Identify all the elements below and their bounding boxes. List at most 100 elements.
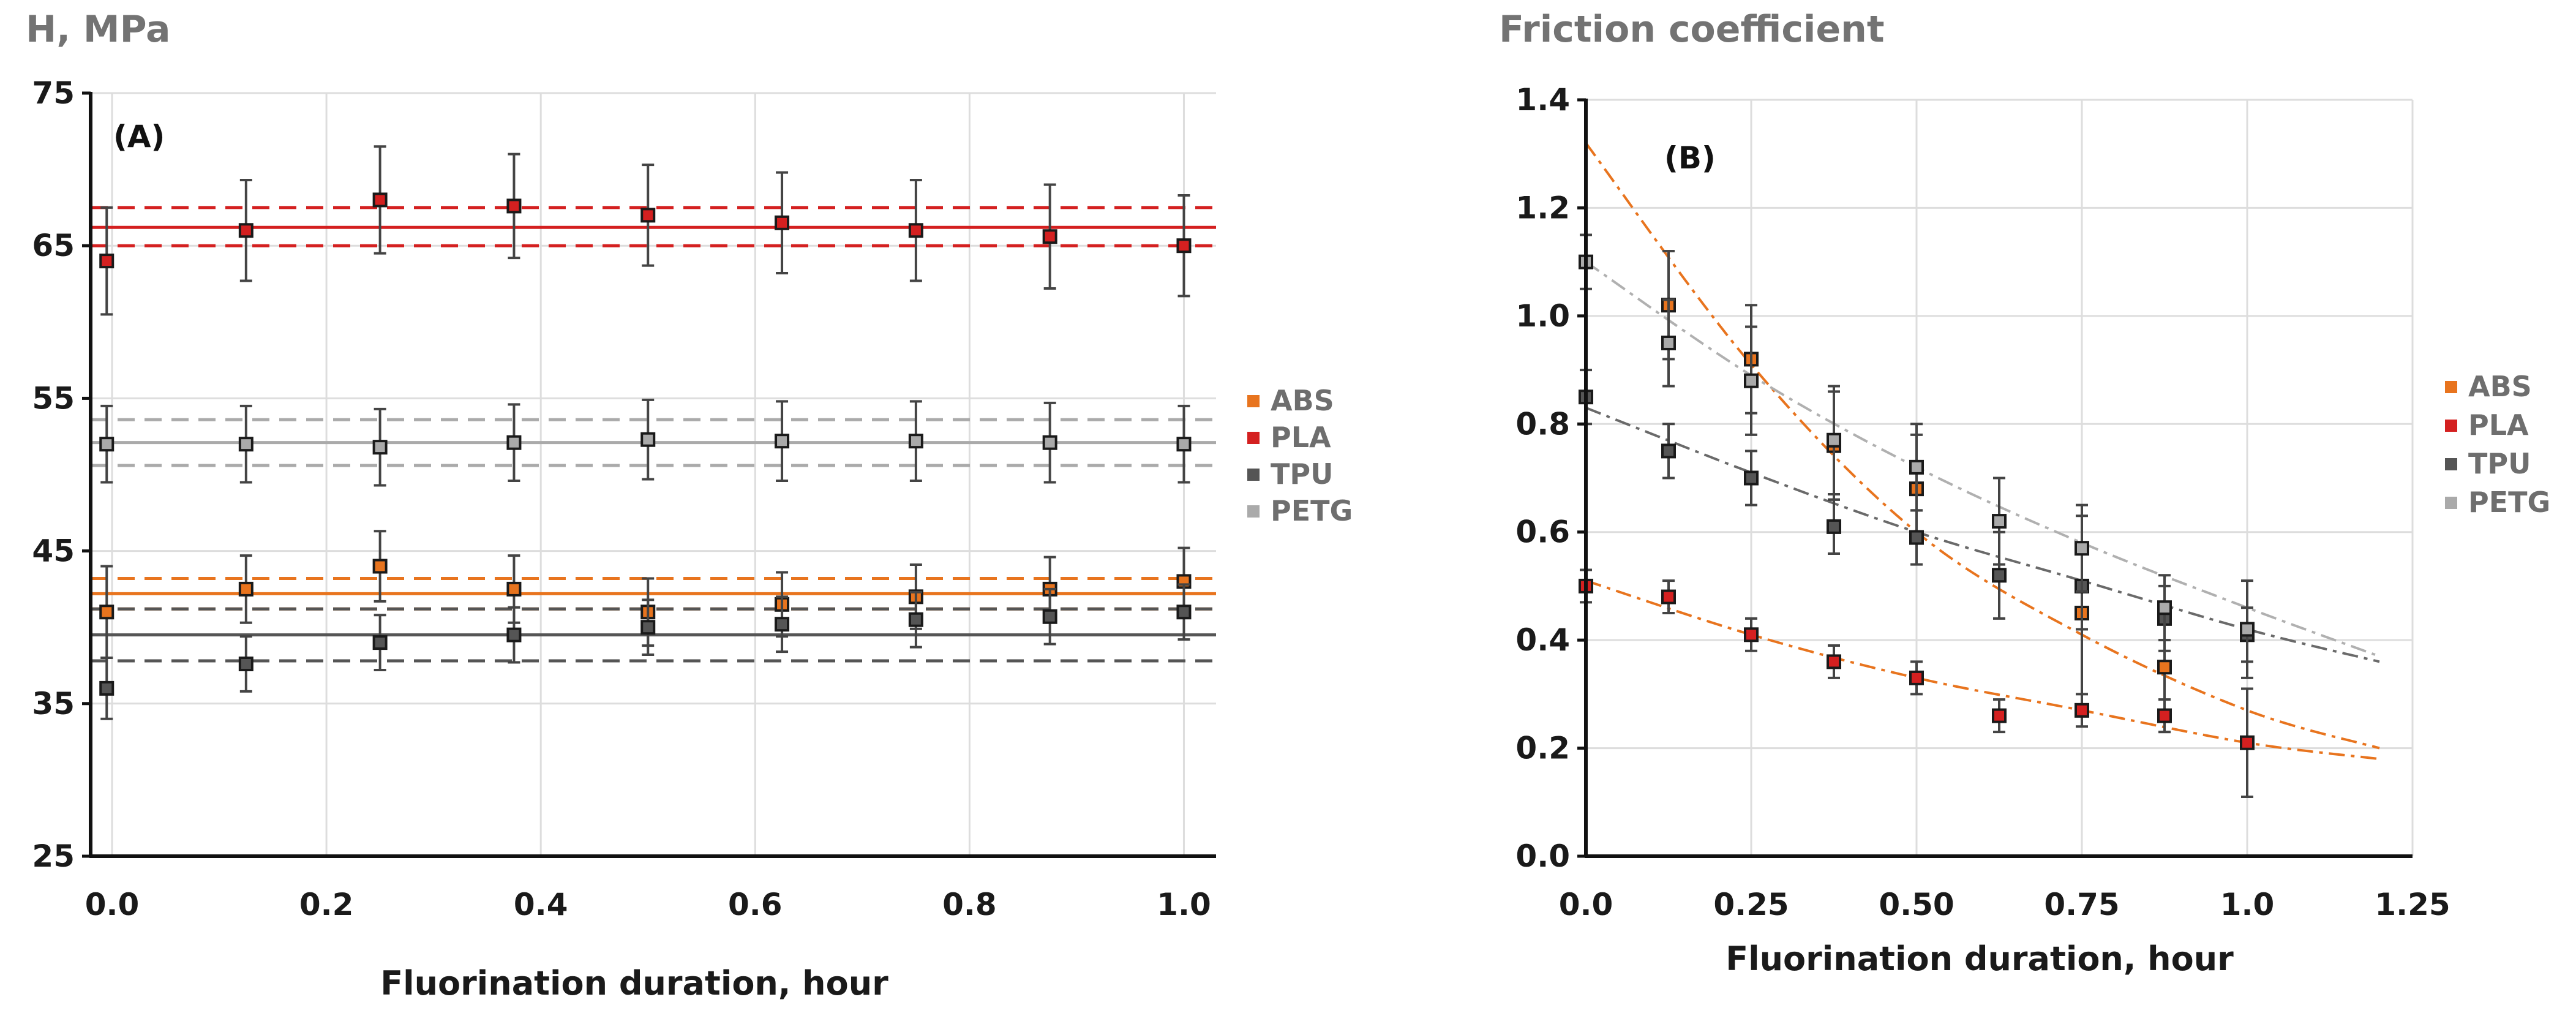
panel-a-point-tpu <box>506 627 522 642</box>
legend-marker-abs <box>2445 381 2457 393</box>
panel-a-point-pla <box>372 192 388 208</box>
panel-b-x-tick-label: 0.75 <box>2044 887 2119 922</box>
panel-b-point-tpu <box>1661 443 1676 459</box>
panel-b-y-tick-label: 1.0 <box>1515 298 1570 334</box>
panel-a-point-petg <box>775 434 790 449</box>
panel-b-x-tick-label: 0.50 <box>1879 887 1954 922</box>
panel-a-y-tick-label: 25 <box>32 838 75 874</box>
panel-b-point-petg <box>1744 373 1759 388</box>
panel-b-point-petg <box>1909 459 1924 475</box>
panel-b-series-pla <box>1579 568 2255 798</box>
legend-label-abs: ABS <box>2468 370 2532 403</box>
panel-a-point-petg <box>99 437 115 452</box>
panel-b-ylabel: Friction coefficient <box>1499 8 1885 51</box>
legend-marker-tpu <box>2445 458 2457 470</box>
legend-label-petg: PETG <box>2468 486 2550 519</box>
panel-a-point-pla <box>1176 238 1192 254</box>
panel-b-y-tick-label: 0.8 <box>1515 406 1570 442</box>
panel-a-point-petg <box>908 434 923 449</box>
panel-a-y-tick-label: 45 <box>32 533 75 569</box>
panel-b-friction-chart: Friction coefficient (B) Fluorination du… <box>1499 8 2550 978</box>
panel-b-y-tick-label: 0.4 <box>1515 622 1570 658</box>
panel-b-label: (B) <box>1664 140 1716 176</box>
panel-a-point-abs <box>372 559 388 574</box>
legend-label-pla: PLA <box>1271 421 1331 454</box>
panel-b-point-tpu <box>1744 470 1759 486</box>
panel-b-point-tpu <box>1992 568 2007 583</box>
legend-label-petg: PETG <box>1271 494 1353 527</box>
panel-a-y-tick-label: 75 <box>32 75 75 111</box>
panel-a-x-tick-label: 0.0 <box>85 887 140 922</box>
panel-a-point-petg <box>1176 437 1192 452</box>
panel-a-point-pla <box>908 223 923 238</box>
panel-a-point-petg <box>640 432 656 447</box>
legend-marker-tpu <box>1247 469 1260 481</box>
panel-b-point-petg <box>2075 541 2089 556</box>
panel-a-point-tpu <box>1176 604 1192 620</box>
legend-marker-abs <box>1247 395 1260 407</box>
panel-a-x-tick-label: 0.2 <box>299 887 354 922</box>
panel-a-point-pla <box>238 223 253 238</box>
panel-b-x-tick-label: 1.25 <box>2375 887 2450 922</box>
panel-b-point-petg <box>2157 600 2172 616</box>
panel-b-y-tick-label: 0.0 <box>1515 838 1570 874</box>
legend-label-tpu: TPU <box>1271 458 1333 491</box>
panel-b-point-pla <box>1744 627 1759 642</box>
panel-b-point-tpu <box>1909 530 1924 545</box>
panel-a-x-tick-label: 0.6 <box>728 887 783 922</box>
panel-b-trendline-3 <box>1585 260 2380 658</box>
legend-label-pla: PLA <box>2468 409 2529 442</box>
legend-marker-petg <box>2445 497 2457 509</box>
panel-a-series-pla <box>99 145 1192 316</box>
panel-b-trendline-0 <box>1585 142 2380 750</box>
panel-b-point-pla <box>1909 670 1924 685</box>
panel-b-point-pla <box>2157 708 2172 723</box>
panel-a-legend: ABS PLA TPU PETG <box>1247 384 1353 527</box>
panel-b-x-tick-label: 1.0 <box>2220 887 2275 922</box>
panel-a-point-petg <box>1042 435 1057 450</box>
panel-a-point-pla <box>1042 229 1057 244</box>
panel-a-y-tick-label: 55 <box>32 380 75 416</box>
panel-a-point-tpu <box>908 612 923 627</box>
panel-b-trendline-1 <box>1585 579 2380 761</box>
panel-b-point-pla <box>2240 735 2255 750</box>
panel-a-point-pla <box>775 215 790 230</box>
panel-a-point-tpu <box>99 680 115 696</box>
panel-b-point-pla <box>1827 654 1841 669</box>
panel-a-point-pla <box>506 198 522 214</box>
panel-a-x-tick-label: 0.8 <box>942 887 997 922</box>
legend-marker-pla <box>2445 420 2457 432</box>
panel-a-xlabel: Fluorination duration, hour <box>380 964 888 1003</box>
panel-a-point-tpu <box>775 617 790 632</box>
panel-a-series-tpu <box>99 583 1192 720</box>
panel-a-point-tpu <box>640 620 656 635</box>
legend-label-abs: ABS <box>1271 384 1334 417</box>
panel-b-point-tpu <box>1827 519 1841 534</box>
panel-a-point-petg <box>238 437 253 452</box>
panel-a-point-petg <box>372 440 388 455</box>
panel-a-y-tick-label: 35 <box>32 686 75 721</box>
panel-b-point-pla <box>1661 589 1676 604</box>
panel-a-y-tick-label: 65 <box>32 228 75 263</box>
panel-b-point-petg <box>1661 335 1676 350</box>
panel-a-plot-area <box>91 92 1216 857</box>
legend-label-tpu: TPU <box>2468 447 2531 480</box>
panel-b-x-tick-label: 0.25 <box>1713 887 1789 922</box>
panel-a-point-tpu <box>1042 609 1057 624</box>
panel-b-trendline-2 <box>1585 406 2380 663</box>
panel-a-x-tick-label: 1.0 <box>1157 887 1211 922</box>
panel-a-series-petg <box>99 398 1192 487</box>
panel-b-point-abs <box>2157 660 2172 675</box>
panel-b-x-tick-label: 0.0 <box>1559 887 1613 922</box>
panel-b-point-pla <box>1992 708 2007 723</box>
panel-a-point-abs <box>238 581 253 597</box>
panel-a-ylabel: H, MPa <box>26 8 170 51</box>
panel-b-point-petg <box>1827 432 1841 448</box>
panel-a-point-petg <box>506 435 522 450</box>
panel-b-y-tick-label: 1.4 <box>1515 82 1570 118</box>
panel-b-y-tick-label: 1.2 <box>1515 190 1570 225</box>
panel-b-legend: ABS PLA TPU PETG <box>2445 370 2550 519</box>
panel-a-label: (A) <box>113 119 165 154</box>
panel-a-point-tpu <box>238 657 253 672</box>
